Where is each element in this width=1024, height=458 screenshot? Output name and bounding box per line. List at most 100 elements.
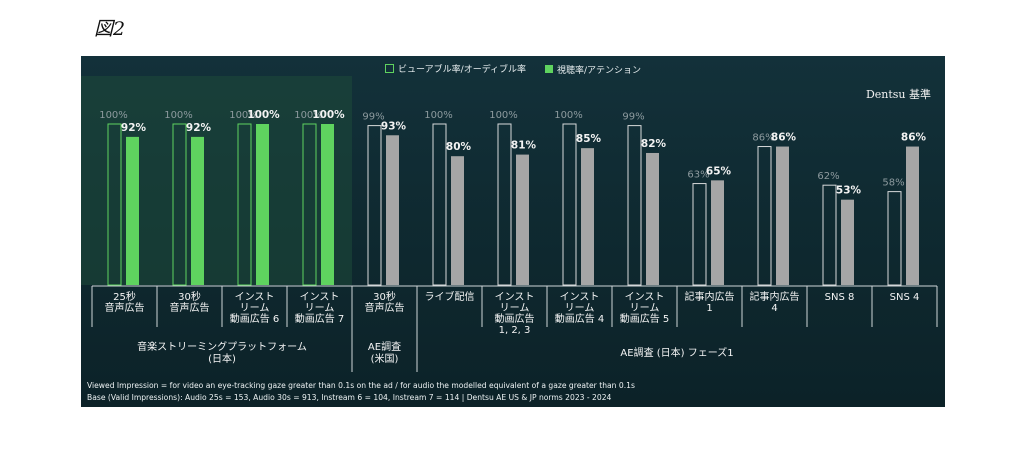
bar-viewable-12 [822,184,837,286]
legend-fill-swatch [544,65,553,73]
bar-viewable-7 [497,123,512,286]
label-attention-9: 82% [641,138,667,150]
figure-label: 図2 [94,18,126,40]
category-label-10-line-1: 記事内広告 [685,290,735,303]
category-label-2-line-2: 音声広告 [170,301,210,314]
category-label-13-line-1: SNS 4 [890,292,920,303]
bar-attention-8 [581,148,594,285]
group-label-1-line-2: (日本) [208,352,236,365]
bar-chart: 100%92%100%92%100%100% 100%100% 99%93%100%… [81,76,938,372]
label-viewable-5: 99% [362,112,384,123]
category-label-11-line-1: 記事内広告 [750,290,800,303]
bar-attention-6 [451,156,464,285]
footnote-1: Viewed Impression = for video an eye-tra… [87,381,635,390]
bar-attention-12 [841,199,854,285]
group-label-1-line-1: 音楽ストリーミングプラットフォーム [137,340,307,353]
category-label-5-line-1: 30秒 [373,290,396,303]
bar-attention-3 [256,124,269,285]
category-label-9-line-2: リーム [630,302,660,314]
category-label-9-line-1: インスト [625,292,665,303]
category-label-2-line-1: 30秒 [178,290,201,303]
label-attention-11: 86% [771,132,797,144]
label-attention-5: 93% [381,120,407,132]
label-viewable-10: 63% [687,170,709,181]
chart-panel: 100% 92% 100% 92% 100% 100% 100% 100% 99% 93% 100%… [81,56,945,407]
category-label-1-line-2: 音声広告 [105,301,145,314]
category-label-8-line-2: リーム [565,302,595,314]
legend-outline-swatch [385,64,395,73]
legend-item-fill: 視聴率/アテンション [544,63,641,76]
category-label-4-line-2: リーム [305,302,335,314]
bar-attention-11 [776,146,789,285]
label-attention-12: 53% [836,185,862,197]
bar-attention-5 [386,135,399,285]
label-attention-1: 92% [121,122,147,134]
label-viewable-9: 99% [622,112,644,123]
group-label-3-line-1: AE調査 (日本) フェーズ1 [620,346,733,359]
bar-viewable-6 [432,123,447,286]
label-viewable-2: 100% [164,110,193,121]
label-attention-13: 86% [901,132,927,144]
label-attention-7: 81% [511,140,537,152]
label-viewable-7: 100% [489,110,518,121]
category-label-4-line-1: インスト [300,292,340,303]
dentsu-norm-note: Dentsu 基準 [865,88,931,101]
category-label-7-line-4: 1, 2, 3 [499,325,531,336]
bar-viewable-13 [887,191,902,286]
legend-item-outline: ビューアブル率/オーディブル率 [385,62,526,75]
bar-attention-4 [321,124,334,285]
bar-attention-9 [646,152,659,285]
label-viewable-4: 100% [294,110,323,121]
category-label-12-line-1: SNS 8 [825,292,855,303]
group-label-2-line-2: (米国) [371,352,399,365]
bar-attention-1 [126,136,139,285]
label-attention-2: 92% [186,122,212,134]
highlight-group-background [81,76,352,285]
label-viewable-11: 86% [752,133,774,144]
category-label-9-line-3: 動画広告 5 [620,312,670,325]
category-label-4-line-3: 動画広告 7 [295,312,345,325]
footnote-2: Base (Valid Impressions): Audio 25s = 15… [87,393,612,402]
label-viewable-8: 100% [554,110,583,121]
bar-attention-2 [191,136,204,285]
bar-viewable-4 [302,123,317,286]
bar-viewable-2 [172,123,187,286]
bar-viewable-8 [562,123,577,286]
category-label-10-line-2: 1 [706,303,712,314]
category-label-8-line-3: 動画広告 4 [555,312,605,325]
category-label-5-line-2: 音声広告 [365,301,405,314]
label-attention-6: 80% [446,141,472,153]
category-label-3-line-1: インスト [235,292,275,303]
legend: ビューアブル率/オーディブル率 視聴率/アテンション [81,62,945,76]
group-label-2-line-1: AE調査 [368,340,401,353]
bar-attention-13 [906,146,919,285]
category-label-1-line-1: 25秒 [113,290,136,303]
bar-viewable-1 [107,123,122,286]
category-label-8-line-1: インスト [560,292,600,303]
bar-viewable-10 [692,183,707,286]
bar-viewable-9 [627,125,642,286]
category-label-11-line-2: 4 [771,303,777,314]
label-attention-4: 100% [312,109,345,121]
legend-fill-label: 視聴率/アテンション [556,65,641,76]
legend-outline-label: ビューアブル率/オーディブル率 [398,65,527,75]
category-label-7-line-1: インスト [495,292,535,303]
label-viewable-3: 100% [229,110,258,121]
bar-viewable-3 [237,123,252,286]
label-viewable-6: 100% [424,110,453,121]
label-viewable-12: 62% [817,171,839,182]
label-attention-8: 85% [576,133,602,145]
category-label-3-line-3: 動画広告 6 [230,312,280,325]
bar-viewable-5 [367,125,382,286]
label-attention-3: 100% [247,109,280,121]
bar-viewable-11 [757,146,772,286]
category-label-7-line-3: 動画広告 [495,312,535,325]
category-label-6-line-1: ライブ配信 [425,290,475,303]
label-viewable-1: 100% [99,110,128,121]
bar-attention-10 [711,180,724,285]
bar-attention-7 [516,154,529,285]
label-attention-10: 65% [706,165,732,177]
category-label-3-line-2: リーム [240,302,270,314]
category-label-7-line-2: リーム [500,302,530,314]
label-viewable-13: 58% [882,178,904,189]
